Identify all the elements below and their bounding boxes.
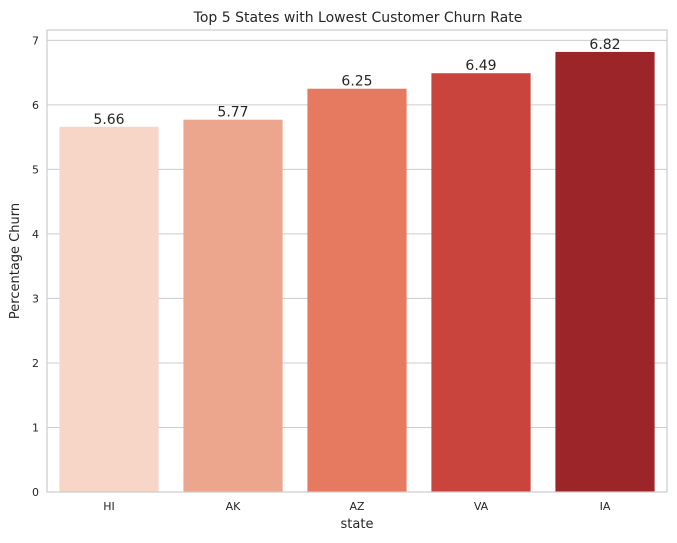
y-tick-label: 4 [32, 228, 39, 241]
y-axis-label: Percentage Churn [8, 203, 23, 319]
plot-frame [46, 29, 668, 493]
data-label-az: 6.25 [341, 74, 372, 90]
data-labels: 5.66 5.77 6.25 6.49 6.82 [93, 37, 620, 128]
chart-title: Top 5 States with Lowest Customer Churn … [193, 10, 523, 26]
x-tick-label-ak: AK [226, 500, 242, 513]
x-tick-label-az: AZ [349, 500, 365, 513]
y-tick-label: 5 [32, 163, 39, 176]
bars [59, 51, 655, 493]
data-label-ak: 5.77 [217, 105, 248, 121]
data-label-ia: 6.82 [589, 37, 620, 53]
y-tick-label: 3 [32, 292, 39, 305]
x-axis-ticks: HI AK AZ VA IA [103, 500, 611, 513]
bar-az [307, 88, 407, 492]
data-label-va: 6.49 [465, 58, 496, 74]
x-tick-label-hi: HI [103, 500, 115, 513]
x-tick-label-ia: IA [600, 500, 611, 513]
x-axis-label: state [341, 517, 374, 532]
y-tick-label: 0 [32, 486, 39, 499]
y-tick-label: 7 [32, 34, 39, 47]
y-axis-ticks: 0 1 2 3 4 5 6 7 [32, 34, 39, 499]
y-tick-label: 6 [32, 99, 39, 112]
y-tick-label: 1 [32, 421, 39, 434]
bar-hi [59, 126, 159, 492]
bar-ak [183, 119, 283, 492]
bar-va [431, 73, 531, 492]
data-label-hi: 5.66 [93, 112, 124, 128]
y-tick-label: 2 [32, 357, 39, 370]
bar-ia [555, 51, 655, 493]
x-tick-label-va: VA [474, 500, 489, 513]
